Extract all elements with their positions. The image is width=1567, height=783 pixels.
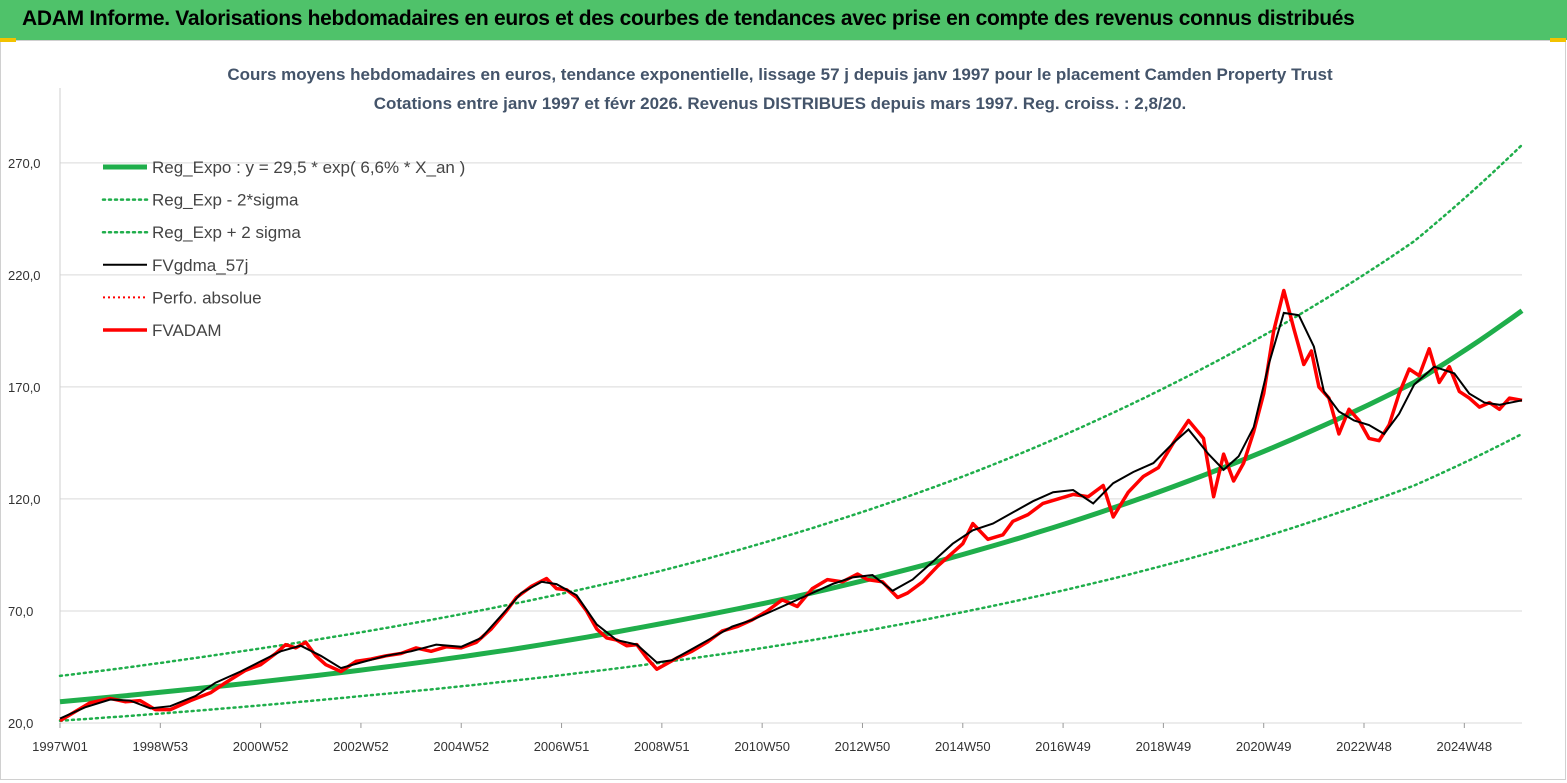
x-tick-label: 2022W48	[1336, 739, 1392, 754]
x-tick-label: 2004W52	[433, 739, 489, 754]
y-tick-label: 170,0	[8, 380, 41, 395]
plot-lines	[58, 143, 1524, 723]
x-tick-label: 2000W52	[233, 739, 289, 754]
series-line	[59, 308, 1524, 705]
corner-marker	[0, 38, 16, 42]
chart-subtitle: Cotations entre janv 1997 et févr 2026. …	[374, 94, 1187, 113]
y-tick-label: 270,0	[8, 156, 41, 171]
report-banner: ADAM Informe. Valorisations hebdomadaire…	[0, 0, 1567, 40]
y-axis: 20,0 70,0 120,0 170,0 220,0 270,0	[8, 156, 41, 731]
x-tick-label: 2006W51	[534, 739, 590, 754]
legend-label: Reg_Exp - 2*sigma	[152, 191, 299, 210]
x-tick-label: 2020W49	[1236, 739, 1292, 754]
series-line	[58, 432, 1524, 723]
y-tick-label: 20,0	[8, 716, 33, 731]
series-line	[58, 143, 1524, 678]
x-tick-label: 2012W50	[835, 739, 891, 754]
series-line	[59, 311, 1523, 720]
x-tick-label: 2002W52	[333, 739, 389, 754]
x-tick-label: 2008W51	[634, 739, 690, 754]
x-tick-label: 2016W49	[1035, 739, 1091, 754]
x-tick-label: 1997W01	[32, 739, 88, 754]
legend-label: Reg_Expo : y = 29,5 * exp( 6,6% * X_an )	[152, 158, 465, 177]
chart-title: Cours moyens hebdomadaires en euros, ten…	[227, 65, 1333, 84]
series-line	[59, 288, 1523, 723]
x-tick-label: 2018W49	[1136, 739, 1192, 754]
corner-marker	[1550, 38, 1566, 42]
report-title: ADAM Informe. Valorisations hebdomadaire…	[22, 7, 1355, 30]
x-tick-label: 2024W48	[1436, 739, 1492, 754]
y-tick-label: 220,0	[8, 268, 41, 283]
y-tick-label: 70,0	[8, 604, 33, 619]
legend-label: Perfo. absolue	[152, 288, 262, 307]
x-tick-label: 1998W53	[132, 739, 188, 754]
x-tick-label: 2014W50	[935, 739, 991, 754]
legend-label: FVgdma_57j	[152, 256, 248, 275]
x-tick-label: 2010W50	[734, 739, 790, 754]
gridlines	[59, 88, 1522, 724]
y-tick-label: 120,0	[8, 492, 41, 507]
legend: Reg_Expo : y = 29,5 * exp( 6,6% * X_an )…	[101, 158, 465, 340]
x-axis: 1997W01 1998W53 2000W52 2002W52 2004W52 2006W…	[32, 723, 1492, 754]
legend-label: Reg_Exp + 2 sigma	[152, 223, 301, 242]
legend-label: FVADAM	[152, 321, 222, 340]
chart-frame	[0, 40, 1566, 780]
